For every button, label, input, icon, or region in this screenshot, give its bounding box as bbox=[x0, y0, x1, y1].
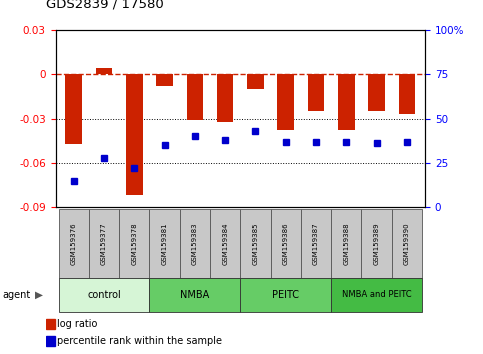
Text: GSM159386: GSM159386 bbox=[283, 222, 289, 265]
FancyBboxPatch shape bbox=[58, 278, 149, 312]
Text: GSM159385: GSM159385 bbox=[253, 222, 258, 265]
Bar bbox=[186, 74, 203, 120]
Bar bbox=[156, 74, 173, 86]
Bar bbox=[368, 74, 385, 111]
Bar bbox=[217, 74, 233, 121]
FancyBboxPatch shape bbox=[210, 209, 241, 278]
Bar bbox=[277, 74, 294, 130]
Text: GSM159390: GSM159390 bbox=[404, 222, 410, 265]
FancyBboxPatch shape bbox=[361, 209, 392, 278]
Text: GSM159383: GSM159383 bbox=[192, 222, 198, 265]
FancyBboxPatch shape bbox=[392, 209, 422, 278]
FancyBboxPatch shape bbox=[241, 278, 331, 312]
Text: GSM159387: GSM159387 bbox=[313, 222, 319, 265]
Text: GSM159378: GSM159378 bbox=[131, 222, 137, 265]
Text: GDS2839 / 17580: GDS2839 / 17580 bbox=[46, 0, 164, 11]
Bar bbox=[338, 74, 355, 130]
Text: control: control bbox=[87, 290, 121, 300]
Bar bbox=[398, 74, 415, 114]
FancyBboxPatch shape bbox=[180, 209, 210, 278]
FancyBboxPatch shape bbox=[301, 209, 331, 278]
Text: agent: agent bbox=[2, 290, 30, 300]
Bar bbox=[308, 74, 325, 111]
FancyBboxPatch shape bbox=[119, 209, 149, 278]
Text: ▶: ▶ bbox=[35, 290, 43, 300]
Text: NMBA and PEITC: NMBA and PEITC bbox=[342, 290, 412, 299]
FancyBboxPatch shape bbox=[331, 278, 422, 312]
FancyBboxPatch shape bbox=[149, 278, 241, 312]
Text: percentile rank within the sample: percentile rank within the sample bbox=[57, 336, 222, 346]
Bar bbox=[46, 336, 55, 346]
Bar bbox=[96, 68, 113, 74]
FancyBboxPatch shape bbox=[270, 209, 301, 278]
Bar bbox=[126, 74, 142, 195]
Text: GSM159381: GSM159381 bbox=[162, 222, 168, 265]
FancyBboxPatch shape bbox=[58, 209, 89, 278]
Bar bbox=[247, 74, 264, 89]
Text: PEITC: PEITC bbox=[272, 290, 299, 300]
Text: GSM159384: GSM159384 bbox=[222, 222, 228, 265]
Bar bbox=[65, 74, 82, 144]
Text: GSM159376: GSM159376 bbox=[71, 222, 77, 265]
FancyBboxPatch shape bbox=[89, 209, 119, 278]
Text: GSM159389: GSM159389 bbox=[373, 222, 380, 265]
Text: log ratio: log ratio bbox=[57, 319, 98, 329]
FancyBboxPatch shape bbox=[331, 209, 361, 278]
Text: NMBA: NMBA bbox=[180, 290, 210, 300]
Text: GSM159377: GSM159377 bbox=[101, 222, 107, 265]
Bar bbox=[46, 319, 55, 329]
FancyBboxPatch shape bbox=[241, 209, 270, 278]
FancyBboxPatch shape bbox=[149, 209, 180, 278]
Text: GSM159388: GSM159388 bbox=[343, 222, 349, 265]
